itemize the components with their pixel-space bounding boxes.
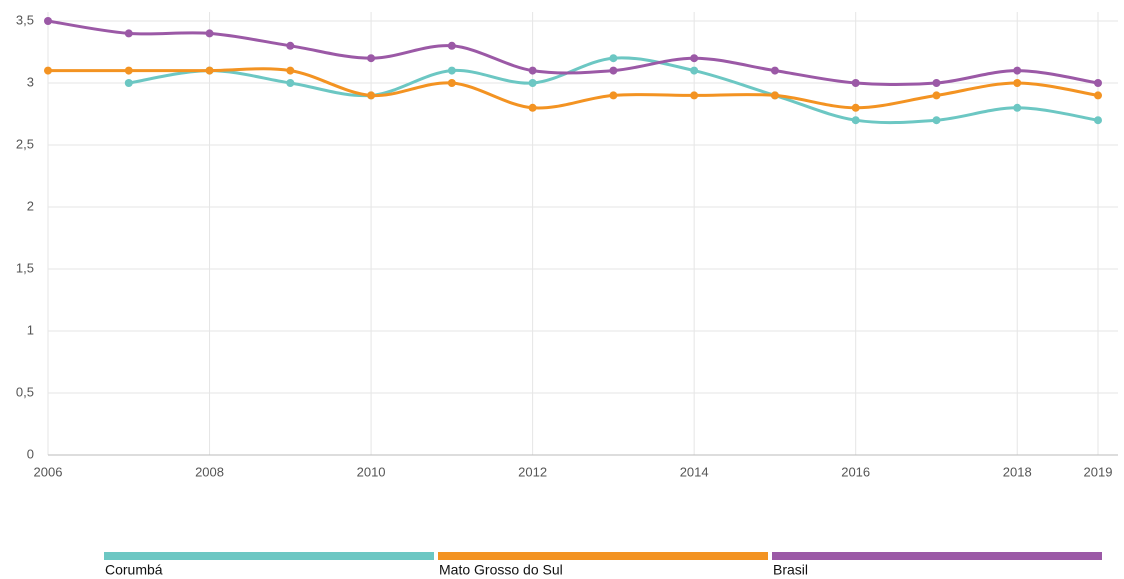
point xyxy=(770,91,779,100)
point xyxy=(609,54,618,63)
point xyxy=(1013,103,1022,112)
point xyxy=(447,41,456,50)
point xyxy=(932,91,941,100)
legend-swatch xyxy=(104,552,434,560)
point xyxy=(851,103,860,112)
point xyxy=(528,103,537,112)
y-tick-label: 2 xyxy=(27,198,34,213)
point xyxy=(1013,79,1022,87)
point xyxy=(690,91,699,100)
point xyxy=(124,66,133,75)
y-tick-label: 3,5 xyxy=(16,12,34,27)
point xyxy=(690,66,699,75)
x-tick-label: 2010 xyxy=(357,464,386,479)
y-tick-label: 1,5 xyxy=(16,260,34,275)
y-tick-label: 1 xyxy=(27,322,34,337)
x-tick-label: 2019 xyxy=(1084,464,1113,479)
point xyxy=(528,66,537,75)
x-tick-label: 2012 xyxy=(518,464,547,479)
x-tick-label: 2008 xyxy=(195,464,224,479)
legend-label: Brasil xyxy=(773,562,808,578)
point xyxy=(205,29,214,38)
point xyxy=(851,116,860,125)
legend-swatch xyxy=(438,552,768,560)
legend-swatch xyxy=(772,552,1102,560)
point xyxy=(286,79,295,87)
point xyxy=(609,66,618,75)
x-tick-label: 2014 xyxy=(680,464,709,479)
point xyxy=(286,66,295,75)
point xyxy=(1013,66,1022,75)
point xyxy=(447,79,456,87)
y-tick-label: 0,5 xyxy=(16,384,34,399)
point xyxy=(609,91,618,100)
point xyxy=(1094,116,1102,125)
y-tick-label: 2,5 xyxy=(16,136,34,151)
point xyxy=(528,79,537,87)
point xyxy=(124,29,133,38)
legend-label: Corumbá xyxy=(105,562,163,578)
line xyxy=(48,67,1099,110)
point xyxy=(124,79,133,87)
point xyxy=(367,54,376,63)
point xyxy=(44,17,52,25)
y-tick-label: 3 xyxy=(27,74,34,89)
legend-label: Mato Grosso do Sul xyxy=(439,562,563,578)
point xyxy=(367,91,376,100)
point xyxy=(770,66,779,75)
point xyxy=(447,66,456,75)
point xyxy=(1094,91,1102,100)
point xyxy=(286,41,295,50)
x-tick-label: 2018 xyxy=(1003,464,1032,479)
x-tick-label: 2006 xyxy=(34,464,63,479)
point xyxy=(205,66,214,75)
point xyxy=(690,54,699,63)
x-tick-label: 2016 xyxy=(841,464,870,479)
point xyxy=(851,79,860,87)
point xyxy=(932,79,941,87)
point xyxy=(44,66,52,75)
line xyxy=(47,19,1099,87)
point xyxy=(1094,79,1102,87)
point xyxy=(932,116,941,125)
y-tick-label: 0 xyxy=(27,446,34,461)
